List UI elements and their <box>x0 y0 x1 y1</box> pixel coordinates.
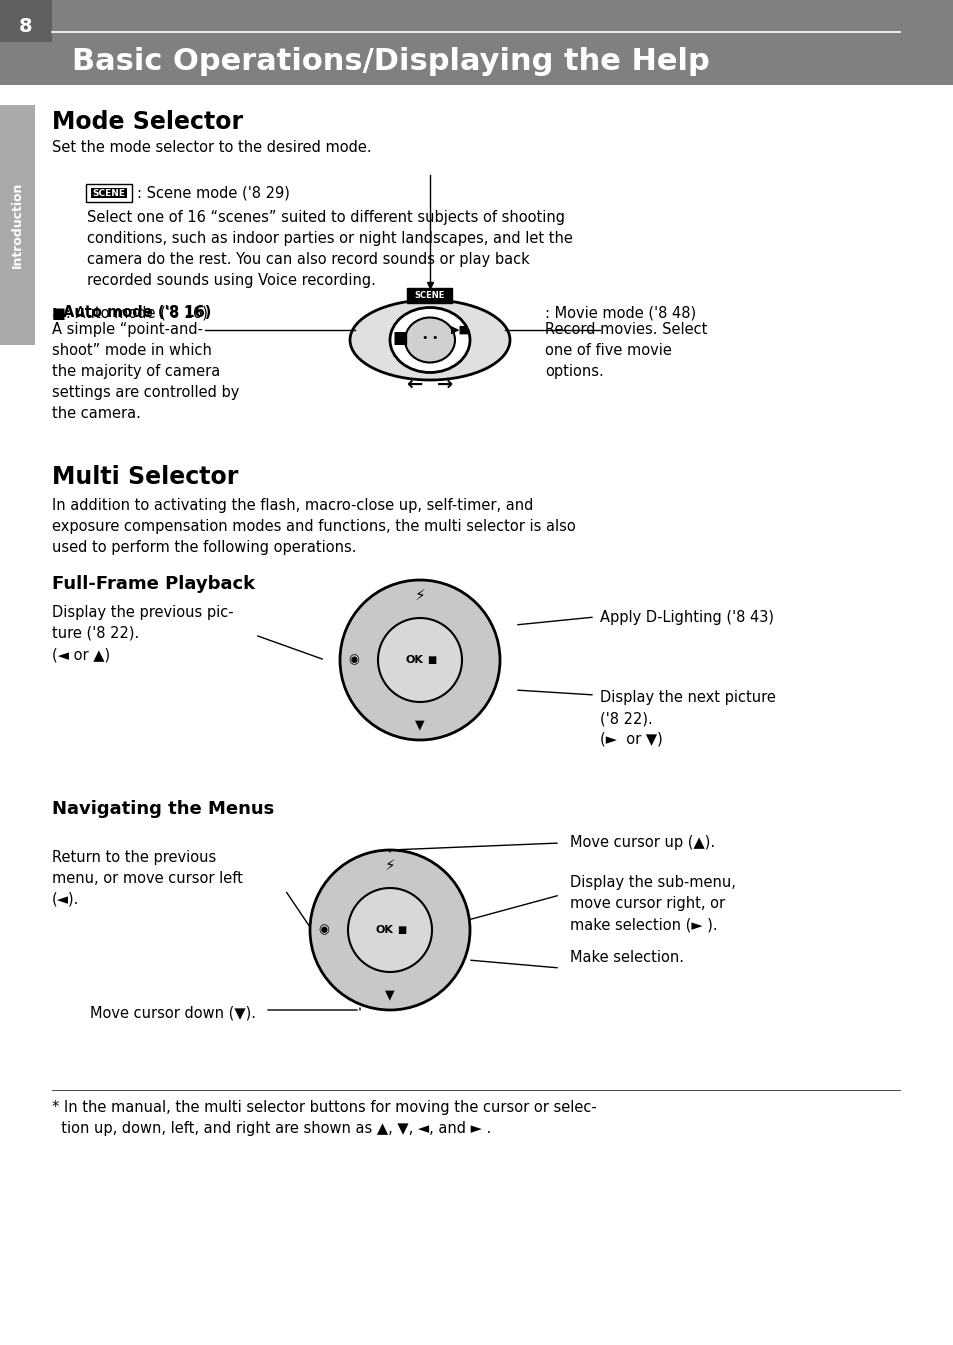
Ellipse shape <box>310 850 470 1010</box>
Text: ■: ■ <box>392 330 408 347</box>
Text: ▼: ▼ <box>385 989 395 1002</box>
Text: Apply D-Lighting ('8 43): Apply D-Lighting ('8 43) <box>599 611 773 625</box>
Text: ◉: ◉ <box>348 654 359 667</box>
Text: SCENE: SCENE <box>91 188 127 198</box>
Text: In addition to activating the flash, macro-close up, self-timer, and
exposure co: In addition to activating the flash, mac… <box>52 498 576 555</box>
FancyBboxPatch shape <box>407 288 452 303</box>
Text: SCENE: SCENE <box>92 188 126 198</box>
Text: Multi Selector: Multi Selector <box>52 465 238 490</box>
Text: ■: ■ <box>427 655 436 664</box>
Text: Return to the previous
menu, or move cursor left
(◄).: Return to the previous menu, or move cur… <box>52 850 243 907</box>
Text: ←  →: ← → <box>406 375 453 394</box>
Text: 8: 8 <box>19 16 32 35</box>
Text: Move cursor up (▲).: Move cursor up (▲). <box>569 835 715 850</box>
Text: Full-Frame Playback: Full-Frame Playback <box>52 576 254 593</box>
FancyBboxPatch shape <box>0 0 953 85</box>
Text: ⚡: ⚡ <box>415 588 425 603</box>
Text: Move cursor down (▼).: Move cursor down (▼). <box>90 1005 255 1020</box>
Ellipse shape <box>348 888 432 972</box>
Text: ■: Auto mode ('8 16): ■: Auto mode ('8 16) <box>52 305 208 320</box>
Text: ■: ■ <box>397 925 406 935</box>
Text: ◉: ◉ <box>318 924 329 936</box>
Text: • •: • • <box>421 334 437 343</box>
Text: A simple “point-and-
shoot” mode in which
the majority of camera
settings are co: A simple “point-and- shoot” mode in whic… <box>52 321 239 421</box>
Text: : Scene mode ('8 29): : Scene mode ('8 29) <box>137 186 290 200</box>
Text: Display the previous pic-
ture ('8 22).
(◄ or ▲): Display the previous pic- ture ('8 22). … <box>52 605 233 662</box>
Text: ▶■: ▶■ <box>450 325 469 335</box>
Text: Select one of 16 “scenes” suited to different subjects of shooting
conditions, s: Select one of 16 “scenes” suited to diff… <box>87 210 572 288</box>
Text: ▼: ▼ <box>415 718 424 732</box>
Ellipse shape <box>377 617 461 702</box>
Text: * In the manual, the multi selector buttons for moving the cursor or selec-
  ti: * In the manual, the multi selector butt… <box>52 1100 597 1137</box>
Text: Introduction: Introduction <box>10 182 24 268</box>
Ellipse shape <box>339 580 499 740</box>
Text: Display the sub-menu,
move cursor right, or
make selection (► ).: Display the sub-menu, move cursor right,… <box>569 876 735 932</box>
Text: Record movies. Select
one of five movie
options.: Record movies. Select one of five movie … <box>544 321 706 379</box>
Text: Basic Operations/Displaying the Help: Basic Operations/Displaying the Help <box>71 47 709 77</box>
Ellipse shape <box>350 300 510 381</box>
Text: OK: OK <box>375 925 393 935</box>
Text: Display the next picture
('8 22).
(►  or ▼): Display the next picture ('8 22). (► or … <box>599 690 775 746</box>
Text: Navigating the Menus: Navigating the Menus <box>52 800 274 818</box>
Text: : Auto mode ('8 16): : Auto mode ('8 16) <box>52 305 212 320</box>
Text: SCENE: SCENE <box>415 291 445 300</box>
Text: OK: OK <box>405 655 422 664</box>
Text: : Movie mode ('8 48): : Movie mode ('8 48) <box>544 305 696 320</box>
FancyBboxPatch shape <box>0 105 35 346</box>
Text: Set the mode selector to the desired mode.: Set the mode selector to the desired mod… <box>52 140 372 155</box>
Text: ⚡: ⚡ <box>384 858 395 873</box>
Ellipse shape <box>390 308 470 373</box>
Text: Mode Selector: Mode Selector <box>52 110 243 134</box>
FancyBboxPatch shape <box>86 184 132 202</box>
Ellipse shape <box>405 317 455 363</box>
Text: Make selection.: Make selection. <box>569 950 683 964</box>
FancyBboxPatch shape <box>0 0 52 42</box>
